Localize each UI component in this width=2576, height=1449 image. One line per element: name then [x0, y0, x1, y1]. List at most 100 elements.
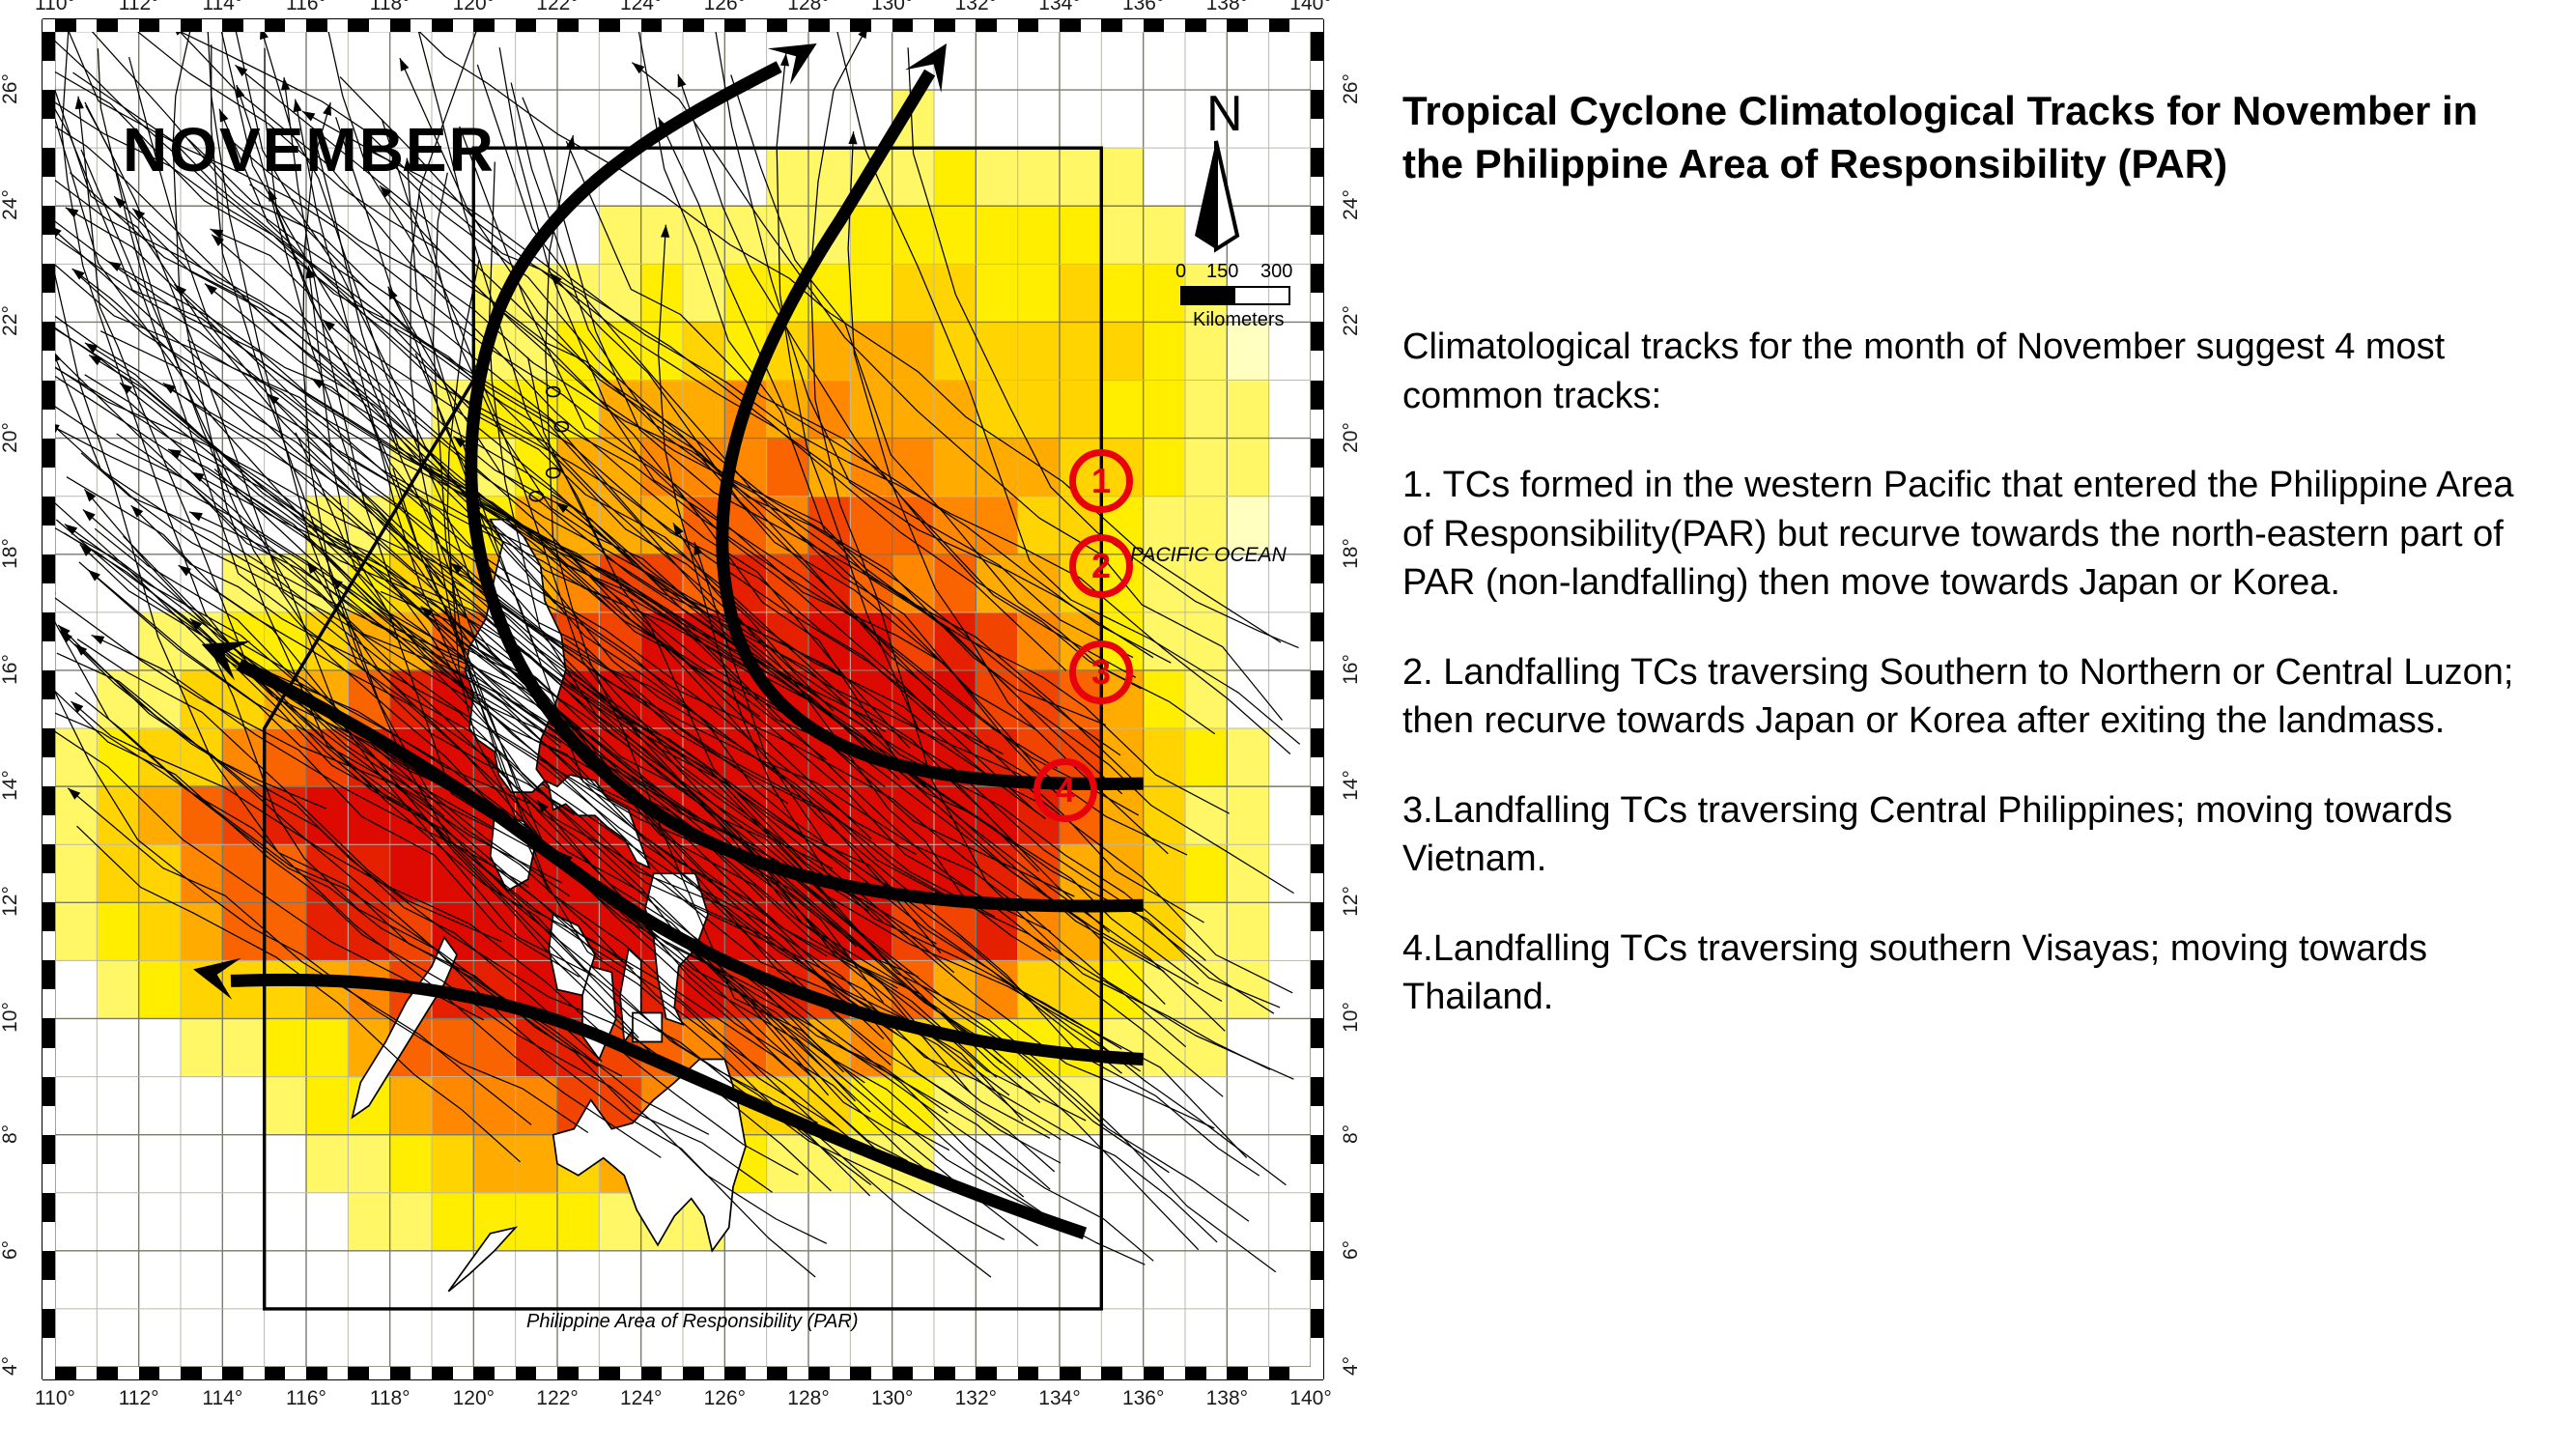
neatline-bottom-seg [1101, 1367, 1123, 1379]
north-arrow-and-scalebar: N 0 150 300 Kilometers [1156, 85, 1311, 330]
neatline-left-seg [42, 989, 55, 1020]
track-arrowhead [260, 32, 269, 41]
historical-track [64, 523, 949, 1187]
neatline-right-seg [1311, 1279, 1323, 1310]
track-arrowhead [84, 342, 99, 354]
historical-track [77, 96, 604, 960]
track-arrowhead [536, 800, 549, 813]
historical-track [335, 117, 900, 781]
neatline-left-seg [42, 409, 55, 440]
heat-cell [1227, 786, 1270, 845]
page-title: Tropical Cyclone Climatological Tracks f… [1402, 88, 2478, 186]
neatline-top-seg [1205, 19, 1228, 32]
neatline-bottom-seg [829, 1367, 851, 1379]
longitude-label-top: 132° [954, 0, 998, 14]
longitude-label-top: 128° [787, 0, 830, 14]
historical-track [78, 561, 1005, 1240]
neatline-bottom-seg [787, 1367, 809, 1379]
heat-cell [515, 1018, 558, 1078]
neatline-outline [42, 1379, 1323, 1380]
callout-3[interactable]: 3 [1069, 640, 1133, 704]
historical-track [131, 208, 1260, 1177]
heat-cell [934, 148, 977, 207]
callout-2[interactable]: 2 [1069, 534, 1133, 598]
latitude-label-left: 4° [0, 1355, 21, 1377]
neatline-bottom-seg [138, 1367, 160, 1379]
neatline-left-seg [42, 669, 55, 700]
track-arrowhead [65, 207, 79, 218]
neatline-left-seg [42, 235, 55, 265]
neatline-right-seg [1311, 61, 1323, 91]
callout-1[interactable]: 1 [1069, 449, 1133, 513]
latitude-label-left: 22° [0, 305, 21, 337]
neatline-bottom-seg [243, 1367, 266, 1379]
neatline-right-seg [1311, 669, 1323, 700]
longitude-label-top: 138° [1205, 0, 1249, 14]
heat-cell [1185, 380, 1229, 440]
historical-track [68, 32, 946, 665]
neatline-bottom-seg [640, 1367, 663, 1379]
track-arrowhead [68, 787, 81, 800]
track-arrowhead [779, 53, 790, 67]
neatline-top-seg [1122, 19, 1145, 32]
heat-cell [515, 1076, 558, 1136]
coastline-palawan [351, 935, 458, 1120]
historical-track [476, 64, 1291, 754]
longitude-label-bottom: 120° [452, 1387, 495, 1409]
neatline-top-seg [473, 19, 495, 32]
heat-cell [808, 380, 852, 440]
track-arrowhead [55, 592, 56, 595]
neatline-right-seg [1311, 728, 1323, 758]
historical-track [392, 468, 1051, 1139]
track-arrowhead [311, 378, 325, 389]
heat-cell [1143, 380, 1186, 440]
longitude-label-top: 140° [1289, 0, 1332, 14]
historical-track [229, 483, 926, 1030]
heat-cell [850, 380, 893, 440]
historical-track [179, 32, 911, 749]
neatline-left-seg [42, 1105, 55, 1136]
neatline-left-seg [42, 293, 55, 324]
heat-cell [1101, 206, 1145, 266]
neatline-bottom-seg [557, 1367, 580, 1379]
neatline-right-seg [1311, 206, 1323, 236]
map-canvas[interactable]: NOVEMBER N 0 150 300 Kilometers [55, 32, 1311, 1367]
latitude-label-right: 4° [1340, 1355, 1362, 1377]
heat-cell [1060, 380, 1103, 440]
longitude-label-bottom: 138° [1205, 1387, 1249, 1409]
historical-track [283, 77, 1038, 1247]
latitude-label-right: 24° [1340, 189, 1362, 221]
historical-track [294, 99, 885, 1040]
track-arrowhead [293, 99, 302, 113]
heat-cell [934, 496, 977, 555]
historical-track [55, 519, 563, 884]
heat-cell [1060, 1076, 1103, 1136]
historical-track [66, 476, 816, 1080]
neatline-top-seg [766, 19, 788, 32]
longitude-label-bottom: 122° [536, 1387, 579, 1409]
longitude-label-bottom: 112° [118, 1387, 159, 1409]
coastline-island-3 [545, 385, 561, 398]
heat-cell [348, 1134, 391, 1194]
heat-cell [473, 1076, 517, 1136]
heat-cell [557, 1192, 601, 1252]
neatline-top-seg [599, 19, 621, 32]
neatline-left-seg [42, 931, 55, 961]
neatline-left-seg [42, 264, 55, 294]
heat-cell [181, 786, 224, 845]
latitude-label-right: 6° [1340, 1239, 1362, 1260]
longitude-label-bottom: 116° [286, 1387, 326, 1409]
neatline-top-seg [118, 19, 140, 32]
neatline-top-seg [97, 19, 119, 32]
heat-cell [432, 1134, 475, 1194]
historical-track [301, 110, 1058, 794]
neatline-top-seg [808, 19, 831, 32]
callout-4[interactable]: 4 [1033, 758, 1097, 822]
neatline-left-seg [42, 496, 55, 526]
heat-cell [1143, 206, 1186, 266]
neatline-top-seg [557, 19, 580, 32]
historical-track [211, 234, 872, 839]
heat-cell [1060, 264, 1103, 324]
neatline-bottom-seg [306, 1367, 328, 1379]
